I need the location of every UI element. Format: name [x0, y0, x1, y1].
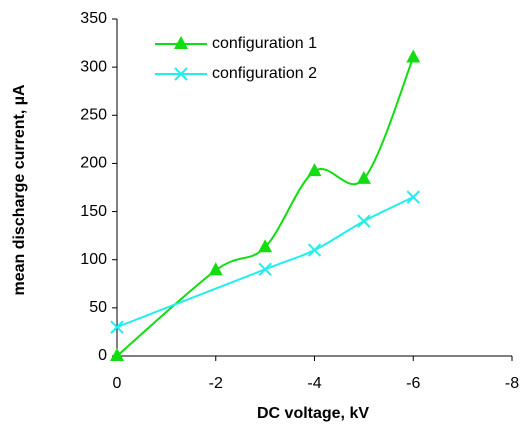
y-tick-label: 200 [80, 155, 107, 172]
x-tick-label: -6 [406, 375, 420, 392]
y-tick-label: 50 [89, 299, 107, 316]
marker [406, 49, 421, 63]
y-axis-label: mean discharge current, µA [11, 84, 28, 296]
series-line [116, 57, 415, 357]
y-tick-label: 100 [80, 251, 107, 268]
legend-label: configuration 1 [212, 35, 317, 52]
y-tick-label: 0 [98, 347, 107, 364]
y-tick-label: 350 [80, 10, 107, 27]
x-tick-label: -2 [209, 375, 223, 392]
marker [174, 36, 188, 49]
x-tick-label: -4 [307, 375, 321, 392]
marker [110, 348, 124, 361]
y-tick-label: 300 [80, 58, 107, 75]
x-tick-label: -8 [505, 375, 519, 392]
marker [208, 262, 223, 276]
marker [357, 214, 371, 228]
marker [307, 163, 322, 177]
x-axis-label: DC voltage, kV [257, 405, 369, 422]
marker [307, 243, 322, 257]
marker [110, 320, 124, 334]
x-tick-label: 0 [113, 375, 122, 392]
marker [174, 67, 188, 81]
legend-label: configuration 2 [212, 65, 317, 82]
marker [356, 170, 371, 184]
y-tick-label: 250 [80, 107, 107, 124]
marker [258, 262, 272, 277]
marker [258, 239, 273, 253]
y-tick-label: 150 [80, 203, 107, 220]
series-line [116, 196, 414, 329]
marker [406, 190, 420, 204]
